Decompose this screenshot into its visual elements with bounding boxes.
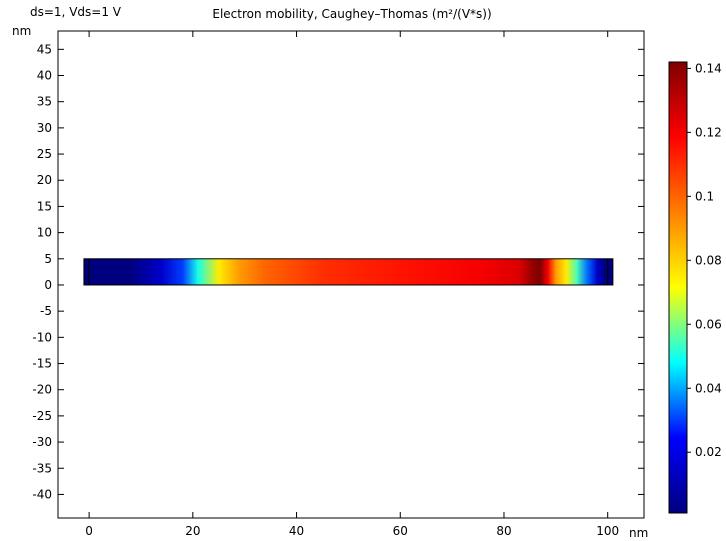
y-tick-label: 25: [37, 147, 52, 161]
y-tick-label: 10: [37, 226, 52, 240]
colorbar-bar: [668, 61, 688, 514]
y-tick-label: -25: [32, 409, 52, 423]
colorbar-tick-label: 0.14: [695, 61, 722, 75]
y-tick-label: -10: [32, 330, 52, 344]
x-tick-label: 80: [496, 524, 511, 538]
y-tick-label: -35: [32, 461, 52, 475]
y-tick-label: 45: [37, 42, 52, 56]
colorbar: 0.14 0.12 0.1 0.08 0.06 0.04 0.02: [668, 61, 722, 514]
colorbar-tick-label: 0.02: [695, 445, 722, 459]
y-tick-label: 15: [37, 199, 52, 213]
colorbar-tick-label: 0.12: [695, 125, 722, 139]
chart-title: Electron mobility, Caughey–Thomas (m²/(V…: [212, 7, 491, 21]
parameter-label: ds=1, Vds=1 V: [30, 5, 122, 19]
x-tick-label: 40: [289, 524, 304, 538]
x-tick-label: 0: [85, 524, 93, 538]
x-tick-label: 100: [596, 524, 619, 538]
device-domain: [83, 258, 614, 286]
plot-frame: [57, 30, 645, 519]
colorbar-tick-label: 0.04: [695, 381, 722, 395]
y-unit-label: nm: [12, 24, 31, 38]
y-tick-label: -15: [32, 357, 52, 371]
colorbar-tick-label: 0.08: [695, 253, 722, 267]
y-tick-label: 0: [44, 278, 52, 292]
y-tick-label: -40: [32, 487, 52, 501]
colorbar-tick-label: 0.06: [695, 317, 722, 331]
colorbar-tick-label: 0.1: [695, 189, 714, 203]
y-tick-label: -20: [32, 383, 52, 397]
x-unit-label: nm: [629, 526, 648, 540]
x-tick-label: 20: [185, 524, 200, 538]
y-tick-label: -5: [40, 304, 52, 318]
axis-ticks: 0 20 40 60 80 100 45 40 35 30 25 20 15 10 5 0 -5 -10 -15 -2…: [32, 31, 644, 538]
x-tick-label: 60: [393, 524, 408, 538]
mobility-surface: [83, 258, 614, 286]
y-tick-label: 40: [37, 69, 52, 83]
y-tick-label: -30: [32, 435, 52, 449]
y-tick-label: 20: [37, 173, 52, 187]
y-tick-label: 5: [44, 252, 52, 266]
y-tick-label: 35: [37, 95, 52, 109]
y-tick-label: 30: [37, 121, 52, 135]
